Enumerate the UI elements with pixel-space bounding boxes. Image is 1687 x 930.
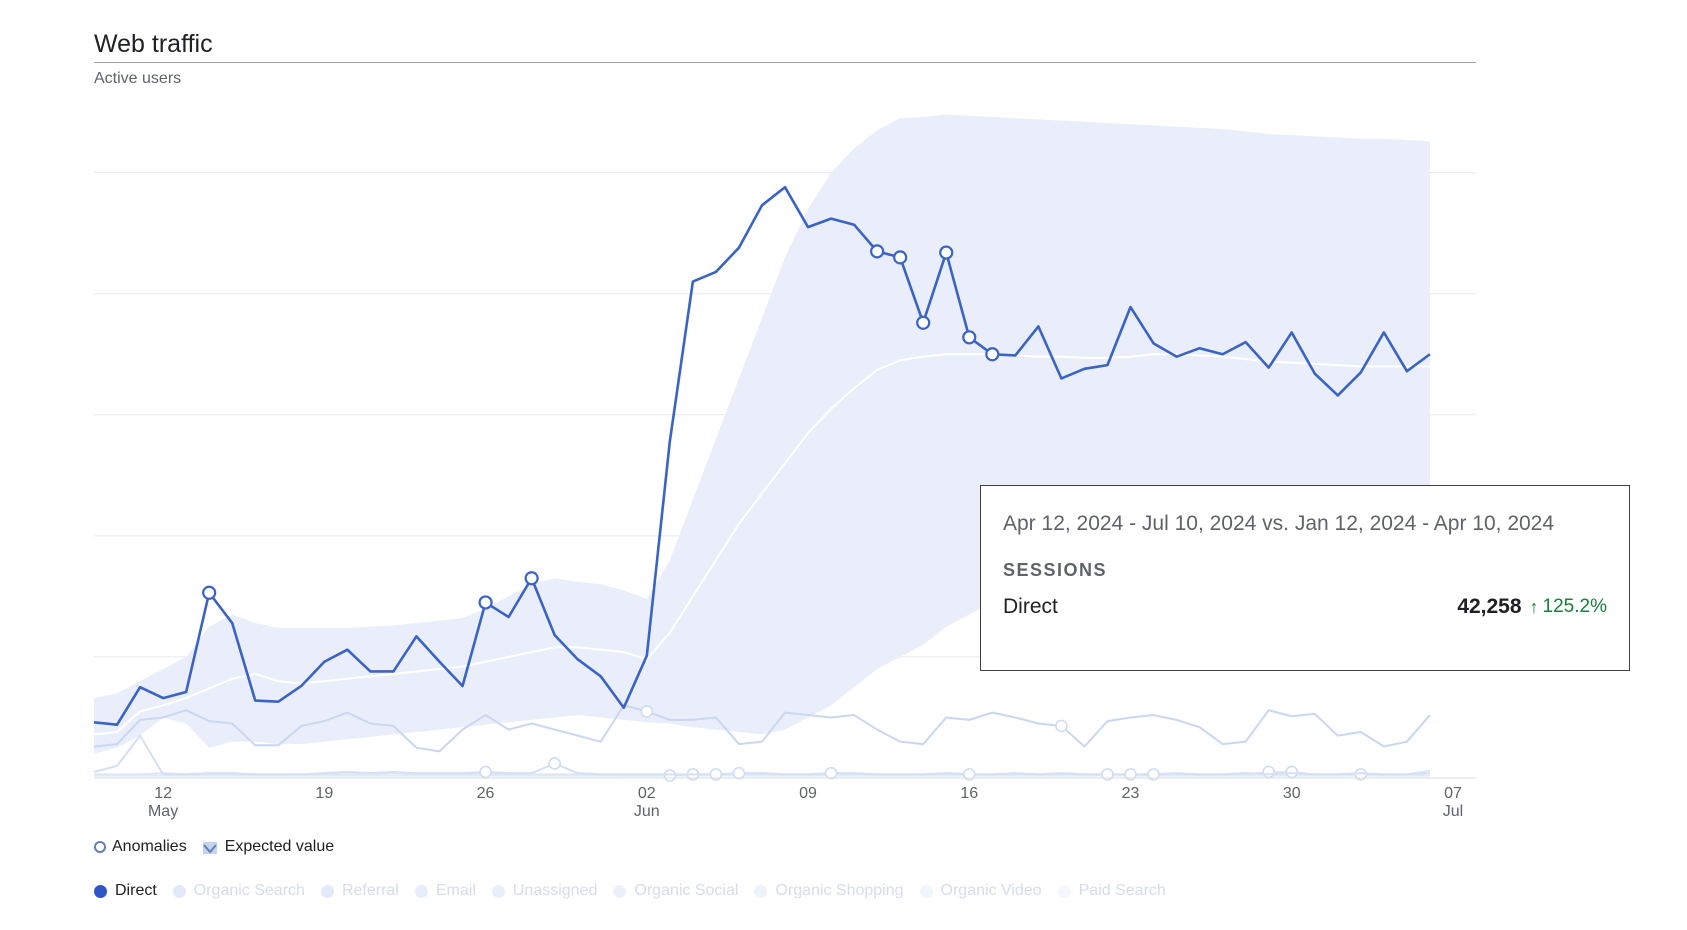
legend-label: Organic Video	[940, 882, 1042, 899]
legend-dot-icon	[754, 884, 768, 898]
series-layer	[93, 185, 1431, 782]
anomaly-point-direct	[939, 245, 954, 260]
x-tick-label: 12	[154, 785, 172, 802]
chart-subtitle: Active users	[94, 70, 182, 87]
legend-label: Referral	[341, 882, 399, 899]
legend-item-organic-search[interactable]: Organic Search	[172, 882, 305, 900]
legend-item-email[interactable]: Email	[414, 882, 476, 900]
x-tick-label: 19	[315, 785, 333, 802]
legend-item-referral[interactable]: Referral	[320, 882, 399, 900]
x-tick-month-label: Jul	[1443, 803, 1463, 820]
legend-expected-value[interactable]: Expected value	[202, 838, 335, 856]
legend-dot-icon	[172, 884, 186, 898]
tooltip-row-name: Direct	[1003, 595, 1058, 618]
legend-item-organic-video[interactable]: Organic Video	[919, 882, 1042, 900]
anomaly-legend: Anomalies Expected value	[94, 838, 350, 856]
anomaly-point-email	[1285, 765, 1299, 779]
anomaly-point-organic-search	[640, 705, 654, 718]
arrow-up-icon: ↑	[1529, 596, 1539, 617]
x-tick-label: 23	[1122, 785, 1140, 802]
x-tick-label: 30	[1283, 785, 1301, 802]
legend-anomalies[interactable]: Anomalies	[94, 838, 187, 856]
legend-item-organic-shopping[interactable]: Organic Shopping	[754, 882, 904, 900]
legend-anomalies-label: Anomalies	[112, 838, 187, 855]
legend-dot-icon	[94, 884, 107, 898]
expected-value-line	[93, 353, 1430, 736]
expected-range-band	[94, 114, 1430, 754]
series-legend: Direct Organic Search Referral Email Unassig…	[94, 882, 1182, 900]
x-tick-month-label: Jun	[634, 803, 660, 820]
anomaly-point-direct	[916, 315, 931, 330]
x-tick-label: 07	[1444, 785, 1462, 802]
legend-item-paid-search[interactable]: Paid Search	[1057, 882, 1166, 900]
anomaly-point-referral	[1147, 768, 1160, 781]
x-tick-label: 02	[638, 785, 656, 802]
tooltip-row: Direct 42,258 ↑ 125.2%	[1003, 595, 1607, 619]
x-tick-label: 16	[960, 785, 978, 802]
expected-value-icon	[202, 841, 217, 854]
legend-dot-icon	[491, 884, 505, 898]
x-tick-label: 26	[477, 785, 495, 802]
legend-label: Unassigned	[512, 882, 598, 899]
anomaly-point-direct	[524, 571, 539, 586]
anomaly-point-email	[663, 769, 677, 782]
legend-item-unassigned[interactable]: Unassigned	[491, 882, 598, 900]
band-layer	[93, 114, 1430, 754]
anomaly-point-direct	[478, 595, 493, 610]
legend-dot-icon	[1057, 884, 1071, 898]
legend-label: Organic Search	[193, 882, 305, 899]
anomaly-point-referral	[1124, 768, 1137, 781]
anomaly-point-referral	[732, 766, 746, 780]
legend-label: Email	[435, 882, 476, 899]
series-line-referral	[93, 734, 1430, 776]
legend-dot-icon	[414, 884, 428, 898]
legend-dot-icon	[320, 884, 334, 898]
legend-item-direct[interactable]: Direct	[94, 882, 157, 900]
legend-item-organic-social[interactable]: Organic Social	[613, 882, 738, 900]
series-line-organic-search	[93, 704, 1431, 753]
series-line-direct	[93, 185, 1431, 727]
chart-tooltip: Apr 12, 2024 - Jul 10, 2024 vs. Jan 12, …	[980, 485, 1630, 671]
anomaly-point-direct	[870, 244, 885, 259]
anomaly-point-referral	[548, 757, 561, 770]
anomaly-point-direct	[893, 250, 908, 265]
anomaly-point-direct	[962, 330, 977, 345]
legend-dot-icon	[613, 884, 627, 898]
anomaly-point-direct	[202, 585, 217, 600]
anomaly-point-email	[1262, 765, 1275, 779]
anomaly-point-direct	[985, 347, 1000, 362]
tooltip-row-change: ↑ 125.2%	[1530, 596, 1607, 618]
x-tick-month-label: May	[148, 803, 178, 820]
anomaly-point-referral	[962, 768, 976, 781]
anomaly-point-referral	[479, 765, 492, 779]
anomaly-point-referral	[824, 766, 838, 780]
anomaly-point-organic-search	[1055, 719, 1068, 733]
tooltip-change-value: 125.2%	[1542, 596, 1607, 617]
legend-expected-label: Expected value	[224, 838, 335, 855]
tooltip-date-range: Apr 12, 2024 - Jul 10, 2024 vs. Jan 12, …	[1003, 512, 1555, 535]
legend-label: Paid Search	[1078, 882, 1166, 899]
chart-title: Web traffic	[94, 30, 213, 58]
legend-label: Organic Shopping	[775, 882, 904, 899]
title-divider	[94, 62, 1476, 63]
anomaly-point-referral	[1101, 768, 1114, 781]
ring-icon	[94, 841, 106, 853]
legend-dot-icon	[919, 884, 933, 898]
tooltip-row-value: 42,258	[1457, 595, 1522, 618]
legend-label: Organic Social	[634, 882, 739, 899]
legend-label: Direct	[115, 882, 157, 899]
tooltip-metric: SESSIONS	[1003, 560, 1108, 580]
x-tick-label: 09	[799, 785, 817, 802]
anomaly-point-referral	[709, 768, 723, 781]
